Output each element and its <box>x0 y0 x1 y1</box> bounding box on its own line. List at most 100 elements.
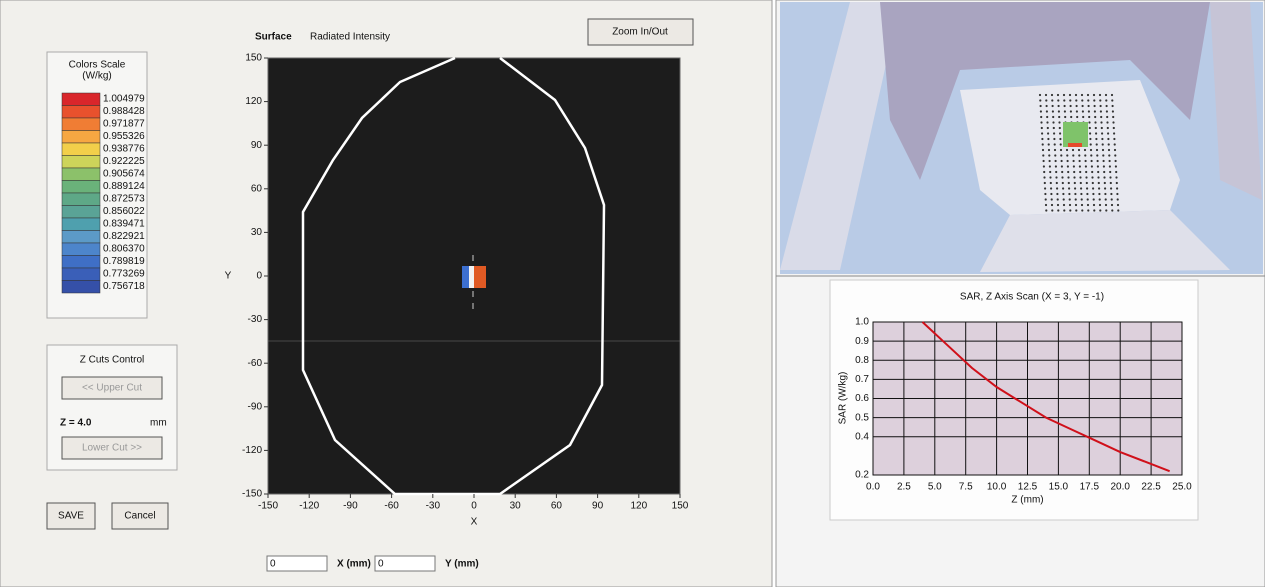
color-scale-unit: (W/kg) <box>82 71 111 82</box>
scan-dot <box>1081 99 1083 101</box>
color-swatch <box>62 206 100 219</box>
scan-dot <box>1082 110 1084 112</box>
scan-dot <box>1073 171 1075 173</box>
scan-dot <box>1062 182 1064 184</box>
x-input[interactable] <box>267 556 327 571</box>
scan-dot <box>1066 149 1068 151</box>
scan-dot <box>1082 116 1084 118</box>
save-button[interactable]: SAVE <box>47 503 95 529</box>
scan-dot <box>1112 110 1114 112</box>
color-scale-label: 0.856022 <box>103 206 145 217</box>
scan-dot <box>1046 116 1048 118</box>
scan-dot <box>1040 110 1042 112</box>
scan-dot <box>1069 198 1071 200</box>
scan-dot <box>1111 99 1113 101</box>
scan-dot <box>1042 149 1044 151</box>
scan-dot <box>1058 105 1060 107</box>
scan-dot <box>1043 176 1045 178</box>
scan-dot <box>1093 99 1095 101</box>
scan-dot <box>1090 154 1092 156</box>
scan-dot <box>1111 209 1113 211</box>
scan-dot <box>1088 110 1090 112</box>
scan-dot <box>1117 198 1119 200</box>
button-label: Lower Cut >> <box>82 443 142 454</box>
scan-dot <box>1041 138 1043 140</box>
scan-dot <box>1073 160 1075 162</box>
scan-dot <box>1096 143 1098 145</box>
upper-cut-button[interactable]: << Upper Cut <box>62 377 162 399</box>
scan-dot <box>1051 204 1053 206</box>
button-label: Zoom In/Out <box>612 27 668 38</box>
scan-dot <box>1060 143 1062 145</box>
scan-dot <box>1113 127 1115 129</box>
scan-dot <box>1067 176 1069 178</box>
y-tick-label: 60 <box>251 183 263 194</box>
x-input-value: 0 <box>270 559 276 570</box>
cancel-button[interactable]: Cancel <box>112 503 168 529</box>
scan-dot <box>1091 171 1093 173</box>
scan-dot <box>1056 187 1058 189</box>
scan-dot <box>1089 138 1091 140</box>
scan-dot <box>1081 94 1083 96</box>
scan-dot <box>1078 149 1080 151</box>
scan-dot <box>1045 209 1047 211</box>
y-tick-label: -90 <box>248 401 263 412</box>
color-scale-label: 0.756718 <box>103 281 145 292</box>
scan-dot <box>1094 110 1096 112</box>
scan-dot <box>1064 105 1066 107</box>
scan-dot <box>1112 105 1114 107</box>
scan-dot <box>1103 165 1105 167</box>
scan-dot <box>1079 160 1081 162</box>
scan-dot <box>1059 132 1061 134</box>
scan-dot <box>1063 204 1065 206</box>
hotspot <box>469 266 474 288</box>
lower-cut-button[interactable]: Lower Cut >> <box>62 437 162 459</box>
scan-dot <box>1082 105 1084 107</box>
scan-dot <box>1059 138 1061 140</box>
x-tick-label: -120 <box>299 501 319 512</box>
color-swatch <box>62 256 100 269</box>
color-scale-label: 0.822921 <box>103 231 145 242</box>
scan-dot <box>1067 160 1069 162</box>
scan-dot <box>1105 209 1107 211</box>
scan-dot <box>1056 182 1058 184</box>
scan-dot <box>1045 198 1047 200</box>
scan-dot <box>1094 121 1096 123</box>
scan-dot <box>1080 187 1082 189</box>
scan-dot <box>1113 138 1115 140</box>
z-value: Z = 4.0 <box>60 418 92 429</box>
scan-dot <box>1087 209 1089 211</box>
scan-dot <box>1090 143 1092 145</box>
scan-dot <box>1055 171 1057 173</box>
chart-title: SAR, Z Axis Scan (X = 3, Y = -1) <box>960 292 1104 303</box>
scan-dot <box>1054 143 1056 145</box>
zoom-button[interactable]: Zoom In/Out <box>588 19 693 45</box>
color-scale-label: 0.905674 <box>103 169 145 180</box>
scan-dot <box>1076 116 1078 118</box>
scan-dot <box>1063 209 1065 211</box>
scan-dot <box>1094 105 1096 107</box>
scan-dot <box>1107 132 1109 134</box>
scan-dot <box>1051 198 1053 200</box>
scan-dot <box>1105 204 1107 206</box>
scan-dot <box>1110 182 1112 184</box>
scan-dot <box>1052 105 1054 107</box>
y-input[interactable] <box>375 556 435 571</box>
color-swatch <box>62 156 100 169</box>
scan-dot <box>1087 99 1089 101</box>
scan-dot <box>1081 198 1083 200</box>
scan-dot <box>1090 149 1092 151</box>
scan-dot <box>1049 165 1051 167</box>
scan-dot <box>1114 149 1116 151</box>
scan-dot <box>1069 99 1071 101</box>
scan-dot <box>1069 209 1071 211</box>
color-swatch <box>62 106 100 119</box>
scan-dot <box>1093 94 1095 96</box>
scan-dot <box>1085 171 1087 173</box>
color-swatch <box>62 268 100 281</box>
scan-dot <box>1094 116 1096 118</box>
hotspot <box>462 266 470 288</box>
x-tick-label: 12.5 <box>1018 482 1038 493</box>
y-tick-label: 0.8 <box>855 355 869 366</box>
scan-dot <box>1063 198 1065 200</box>
